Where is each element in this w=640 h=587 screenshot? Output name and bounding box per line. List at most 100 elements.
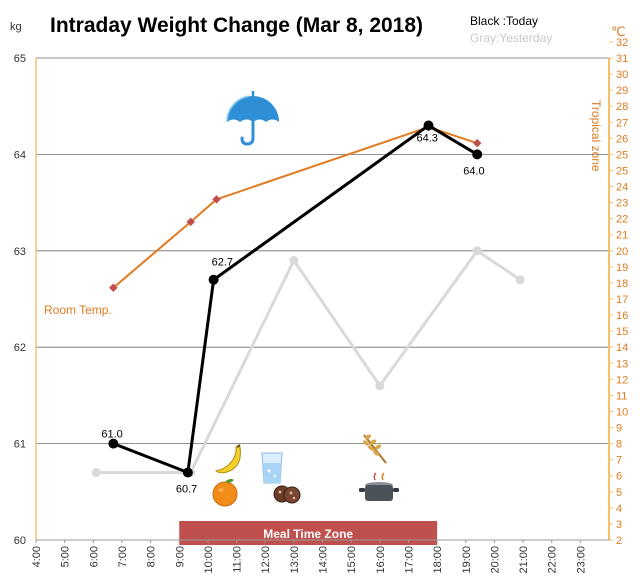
right-tick-label: 32 xyxy=(616,37,628,49)
data-point xyxy=(472,138,482,148)
wheat-icon xyxy=(363,434,387,464)
data-point xyxy=(515,275,525,285)
x-tick-label: 12:00 xyxy=(260,546,272,574)
right-tick-label: 14 xyxy=(616,342,628,354)
right-tick-label: 12 xyxy=(616,374,628,386)
right-tick-label: 22 xyxy=(616,214,628,226)
cooking-pot-icon xyxy=(359,472,399,501)
right-tick-label: 25 xyxy=(616,165,628,177)
right-tick-label: 13 xyxy=(616,358,628,370)
x-tick-label: 14:00 xyxy=(318,546,330,574)
glass-of-water-icon xyxy=(261,452,283,484)
right-tick-label: 17 xyxy=(616,294,628,306)
left-tick-label: 60 xyxy=(14,535,26,547)
x-tick-label: 5:00 xyxy=(60,546,72,567)
right-tick-label: 4 xyxy=(616,503,622,515)
right-tick-label: 3 xyxy=(616,519,622,531)
right-tick-label: 9 xyxy=(616,423,622,435)
series-yesterday xyxy=(91,246,525,478)
series-today: 61.0 60.7 62.7 64.3 64.0 xyxy=(101,120,485,496)
banana-icon xyxy=(214,444,241,474)
right-tick-label: 27 xyxy=(616,117,628,129)
data-label: 60.7 xyxy=(176,484,197,496)
right-tick-label: 16 xyxy=(616,310,628,322)
right-tick-label: 30 xyxy=(616,69,628,81)
data-point xyxy=(289,255,299,265)
right-tick-label: 10 xyxy=(616,406,628,418)
series-room-temp xyxy=(109,122,482,292)
left-tick-label: 63 xyxy=(14,246,26,258)
data-label: 64.0 xyxy=(463,165,484,177)
right-tick-label: 20 xyxy=(616,246,628,258)
cookies-icon xyxy=(273,485,301,504)
x-tick-label: 18:00 xyxy=(432,546,444,574)
x-tick-label: 21:00 xyxy=(518,546,530,574)
right-tick-label: 19 xyxy=(616,262,628,274)
data-point xyxy=(472,149,483,160)
data-point xyxy=(182,467,193,478)
data-point xyxy=(186,217,195,227)
room-temp-label: Room Temp. xyxy=(44,303,112,317)
x-tick-label: 10:00 xyxy=(203,546,215,574)
orange-icon xyxy=(212,478,238,507)
x-tick-label: 8:00 xyxy=(146,546,158,567)
right-tick-label: 29 xyxy=(616,85,628,97)
tropical-zone-label: Tropical zone xyxy=(589,100,603,172)
x-axis-ticks: 4:00 5:00 6:00 7:00 8:00 9:00 10:00 11:00 12:00 1… xyxy=(31,540,587,574)
left-tick-label: 62 xyxy=(14,342,26,354)
right-tick-label: 5 xyxy=(616,487,622,499)
right-tick-label: 21 xyxy=(616,230,628,242)
right-tick-label: 6 xyxy=(616,471,622,483)
right-tick-label: 31 xyxy=(616,53,628,65)
left-axis-unit: kg xyxy=(10,21,22,33)
meal-time-zone-label: Meal Time Zone xyxy=(263,527,353,541)
right-tick-label: 11 xyxy=(616,390,627,402)
meal-time-zone-bar xyxy=(179,521,438,545)
x-tick-label: 7:00 xyxy=(117,546,129,567)
right-tick-label: 2 xyxy=(616,535,622,547)
data-point xyxy=(91,468,101,478)
data-point xyxy=(212,195,221,204)
x-tick-label: 6:00 xyxy=(88,546,100,567)
right-tick-label: 8 xyxy=(616,439,622,451)
x-tick-label: 23:00 xyxy=(575,546,587,574)
x-tick-label: 19:00 xyxy=(461,546,473,574)
data-point xyxy=(423,120,434,131)
x-tick-label: 17:00 xyxy=(403,546,415,574)
grid-lines xyxy=(36,57,609,445)
data-label: 64.3 xyxy=(417,132,438,144)
left-tick-label: 65 xyxy=(14,53,26,65)
data-point xyxy=(472,246,482,256)
data-point xyxy=(108,438,119,449)
x-tick-label: 13:00 xyxy=(289,546,301,574)
data-point xyxy=(208,274,219,285)
right-tick-label: 7 xyxy=(616,455,622,467)
x-tick-label: 11:00 xyxy=(232,546,244,573)
right-tick-label: 18 xyxy=(616,278,628,290)
data-label: 62.7 xyxy=(212,257,233,269)
left-axis-ticks: 60 61 62 63 64 65 xyxy=(14,53,26,547)
right-tick-label: 26 xyxy=(616,133,628,145)
right-tick-label: 28 xyxy=(616,101,628,113)
x-tick-label: 16:00 xyxy=(375,546,387,574)
chart-title: Intraday Weight Change (Mar 8, 2018) xyxy=(50,14,423,37)
umbrella-icon xyxy=(226,91,279,146)
x-tick-label: 20:00 xyxy=(489,546,501,574)
data-point xyxy=(109,283,118,292)
right-tick-label: 15 xyxy=(616,326,628,338)
series-line xyxy=(96,249,522,475)
x-tick-label: 22:00 xyxy=(547,546,559,574)
legend-yesterday: Gray:Yesterday xyxy=(470,31,552,45)
left-tick-label: 64 xyxy=(14,149,26,161)
x-tick-label: 15:00 xyxy=(346,546,358,574)
right-tick-label: 25 xyxy=(616,149,628,161)
right-tick-label: 23 xyxy=(616,198,628,210)
x-tick-label: 4:00 xyxy=(31,546,43,567)
legend-today: Black :Today xyxy=(470,14,538,28)
data-label: 61.0 xyxy=(101,429,122,441)
right-tick-label: 24 xyxy=(616,182,628,194)
left-tick-label: 61 xyxy=(14,439,26,451)
right-axis-unit: ℃ xyxy=(611,24,626,39)
